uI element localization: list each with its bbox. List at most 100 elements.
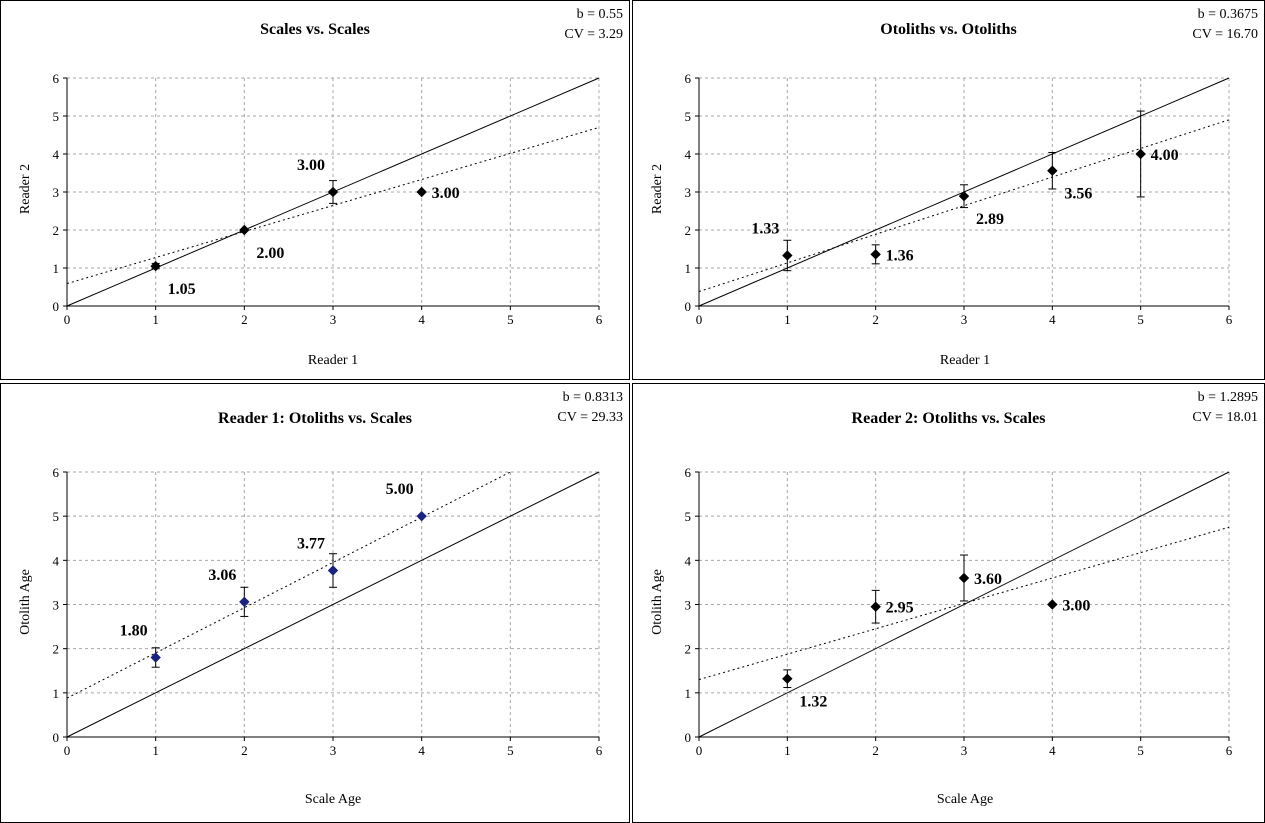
data-label: 4.00 — [1151, 147, 1179, 164]
slope-value: b = 0.55 — [576, 7, 623, 22]
y-tick-label: 5 — [685, 509, 692, 524]
chart-stats: b = 0.8313 CV = 29.33 — [557, 388, 623, 428]
data-point-marker — [782, 250, 793, 261]
y-tick-label: 2 — [685, 223, 692, 238]
data-label: 3.56 — [1064, 186, 1092, 203]
data-label: 3.00 — [432, 185, 460, 202]
slope-value: b = 0.3675 — [1197, 7, 1258, 22]
chart-title: Reader 1: Otoliths vs. Scales — [218, 410, 412, 427]
data-label: 5.00 — [386, 481, 414, 498]
y-tick-label: 0 — [685, 730, 692, 745]
data-point-marker — [239, 224, 250, 236]
data-label: 1.36 — [886, 247, 914, 264]
data-label: 2.95 — [886, 600, 914, 617]
x-tick-label: 6 — [1226, 312, 1233, 327]
y-tick-label: 3 — [685, 598, 692, 613]
data-label: 2.89 — [976, 211, 1004, 228]
slope-value: b = 1.2895 — [1197, 390, 1258, 405]
x-axis-label: Scale Age — [304, 792, 362, 807]
x-axis-label: Scale Age — [936, 792, 994, 807]
y-tick-label: 1 — [53, 686, 60, 701]
y-tick-label: 6 — [685, 465, 692, 480]
y-tick-label: 0 — [53, 299, 60, 314]
chart-stats: b = 0.55 CV = 3.29 — [564, 5, 623, 45]
x-axis-label: Reader 1 — [939, 353, 991, 368]
data-label: 1.05 — [168, 281, 196, 298]
x-axis-label: Reader 1 — [307, 353, 359, 368]
x-tick-label: 1 — [784, 743, 791, 758]
y-tick-label: 4 — [53, 147, 60, 162]
x-tick-label: 1 — [152, 743, 159, 758]
slope-value: b = 0.8313 — [562, 390, 623, 405]
data-point-marker — [958, 572, 970, 584]
chart-title: Reader 2: Otoliths vs. Scales — [851, 410, 1046, 427]
x-tick-label: 5 — [507, 743, 514, 758]
chart-panel-reader2-otoliths-vs-scales: Reader 2: Otoliths vs. Scales b = 1.2895… — [632, 383, 1265, 823]
data-point-marker — [870, 601, 881, 612]
y-tick-label: 3 — [685, 185, 692, 200]
y-tick-label: 1 — [685, 261, 692, 276]
y-tick-label: 0 — [53, 730, 60, 745]
x-tick-label: 2 — [872, 743, 879, 758]
chart-panel-otoliths-vs-otoliths: Otoliths vs. Otoliths b = 0.3675 CV = 16… — [632, 0, 1265, 380]
x-tick-label: 4 — [418, 312, 425, 327]
chart-stats: b = 1.2895 CV = 18.01 — [1192, 388, 1258, 428]
chart-panel-scales-vs-scales: Scales vs. Scales b = 0.55 CV = 3.29 Rea… — [0, 0, 630, 380]
x-tick-label: 4 — [1049, 743, 1056, 758]
y-tick-label: 1 — [53, 261, 60, 276]
data-point-marker — [327, 565, 339, 576]
data-label: 3.00 — [1062, 598, 1090, 615]
x-tick-label: 2 — [872, 312, 879, 327]
data-label: 3.00 — [297, 157, 325, 174]
x-tick-label: 5 — [1137, 743, 1144, 758]
x-tick-label: 6 — [596, 312, 603, 327]
y-tick-label: 6 — [53, 465, 60, 480]
data-point-marker — [1047, 165, 1058, 176]
x-tick-label: 3 — [330, 312, 337, 327]
y-tick-label: 6 — [685, 71, 692, 86]
y-tick-label: 4 — [685, 147, 692, 162]
x-tick-label: 6 — [1226, 743, 1233, 758]
data-point-marker — [150, 652, 161, 663]
x-tick-label: 4 — [1049, 312, 1056, 327]
y-tick-label: 5 — [685, 109, 692, 124]
x-tick-label: 3 — [330, 743, 337, 758]
data-point-marker — [870, 249, 881, 260]
data-label: 2.00 — [256, 245, 284, 262]
x-tick-label: 5 — [1137, 312, 1144, 327]
cv-value: CV = 29.33 — [557, 410, 623, 425]
x-tick-label: 3 — [961, 743, 968, 758]
data-point-marker — [958, 190, 970, 202]
cv-value: CV = 16.70 — [1192, 27, 1258, 42]
data-point-marker — [239, 596, 250, 608]
x-tick-label: 2 — [241, 312, 248, 327]
x-tick-label: 3 — [961, 312, 968, 327]
y-tick-label: 4 — [53, 553, 60, 568]
trend-line — [66, 471, 511, 699]
y-tick-label: 2 — [53, 223, 60, 238]
y-tick-label: 4 — [685, 553, 692, 568]
data-point-marker — [1135, 148, 1146, 160]
data-label: 1.33 — [751, 220, 779, 237]
x-tick-label: 0 — [64, 312, 71, 327]
data-point-marker — [327, 186, 339, 198]
plot-svg: 0 1 2 3 4 5 6 0 1 2 3 4 5 6 1.05 2.00 3.00 3.00 — [53, 71, 603, 327]
plot-svg: 0 1 2 3 4 5 6 0 1 2 3 4 5 6 1.32 2.95 3.60 3.00 — [685, 465, 1233, 758]
data-label: 3.06 — [208, 567, 236, 584]
x-tick-label: 0 — [64, 743, 71, 758]
y-tick-label: 1 — [685, 686, 692, 701]
x-tick-label: 0 — [696, 312, 703, 327]
data-label: 1.80 — [120, 623, 148, 640]
chart-title: Scales vs. Scales — [260, 21, 370, 38]
chart-panel-reader1-otoliths-vs-scales: Reader 1: Otoliths vs. Scales b = 0.8313… — [0, 383, 630, 823]
data-point-marker — [782, 673, 793, 684]
chart-title: Otoliths vs. Otoliths — [880, 21, 1017, 38]
y-tick-label: 3 — [53, 598, 60, 613]
y-tick-label: 5 — [53, 109, 60, 124]
trend-line — [698, 526, 1230, 681]
chart-stats: b = 0.3675 CV = 16.70 — [1192, 5, 1258, 45]
plot-svg: 0 1 2 3 4 5 6 0 1 2 3 4 5 6 1.33 1.36 2.89 3.56 4.00 — [685, 71, 1233, 327]
y-tick-label: 6 — [53, 71, 60, 86]
y-tick-label: 2 — [53, 642, 60, 657]
cv-value: CV = 3.29 — [564, 27, 623, 42]
